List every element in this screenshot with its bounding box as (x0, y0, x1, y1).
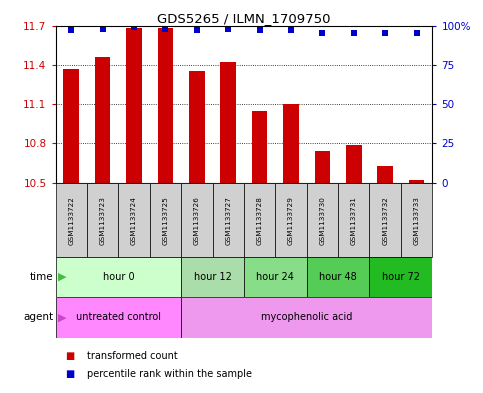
Bar (338, 183, 369, 257)
Bar (56, 183, 87, 257)
Bar (181, 297, 432, 338)
Bar (401, 183, 432, 257)
Text: hour 12: hour 12 (194, 272, 231, 282)
Bar (346, 145, 362, 183)
Bar (283, 104, 299, 183)
Bar (314, 151, 330, 183)
Bar (409, 180, 425, 183)
Text: GSM1133724: GSM1133724 (131, 196, 137, 244)
Text: ▶: ▶ (58, 312, 67, 322)
Bar (56, 257, 181, 297)
Bar (181, 257, 244, 297)
Text: GSM1133730: GSM1133730 (319, 196, 326, 244)
Text: ■: ■ (65, 369, 74, 379)
Text: GSM1133722: GSM1133722 (68, 196, 74, 244)
Text: GSM1133731: GSM1133731 (351, 196, 357, 244)
Text: GSM1133732: GSM1133732 (382, 196, 388, 244)
Bar (369, 257, 432, 297)
Text: hour 24: hour 24 (256, 272, 294, 282)
Bar (377, 166, 393, 183)
Bar (244, 183, 275, 257)
Bar (275, 183, 307, 257)
Text: mycophenolic acid: mycophenolic acid (261, 312, 353, 322)
Text: percentile rank within the sample: percentile rank within the sample (87, 369, 252, 379)
Text: GSM1133725: GSM1133725 (162, 196, 169, 244)
Bar (150, 183, 181, 257)
Bar (189, 72, 205, 183)
Bar (244, 257, 307, 297)
Text: GSM1133727: GSM1133727 (225, 196, 231, 244)
Bar (369, 183, 401, 257)
Text: ■: ■ (65, 351, 74, 361)
Text: GSM1133733: GSM1133733 (413, 196, 420, 244)
Text: transformed count: transformed count (87, 351, 178, 361)
Text: hour 72: hour 72 (382, 272, 420, 282)
Bar (307, 257, 369, 297)
Bar (213, 183, 244, 257)
Text: GSM1133728: GSM1133728 (256, 196, 263, 244)
Text: hour 48: hour 48 (319, 272, 357, 282)
Bar (56, 297, 181, 338)
Text: ▶: ▶ (58, 272, 67, 282)
Text: GSM1133723: GSM1133723 (99, 196, 106, 244)
Text: time: time (29, 272, 53, 282)
Text: GSM1133729: GSM1133729 (288, 196, 294, 244)
Text: GSM1133726: GSM1133726 (194, 196, 200, 244)
Bar (252, 111, 268, 183)
Bar (118, 183, 150, 257)
Bar (95, 57, 111, 183)
Text: GDS5265 / ILMN_1709750: GDS5265 / ILMN_1709750 (157, 12, 331, 25)
Bar (181, 183, 213, 257)
Bar (220, 62, 236, 183)
Text: agent: agent (23, 312, 53, 322)
Bar (307, 183, 338, 257)
Bar (126, 28, 142, 183)
Bar (63, 69, 79, 183)
Bar (87, 183, 118, 257)
Bar (157, 28, 173, 183)
Text: untreated control: untreated control (76, 312, 161, 322)
Text: hour 0: hour 0 (102, 272, 134, 282)
